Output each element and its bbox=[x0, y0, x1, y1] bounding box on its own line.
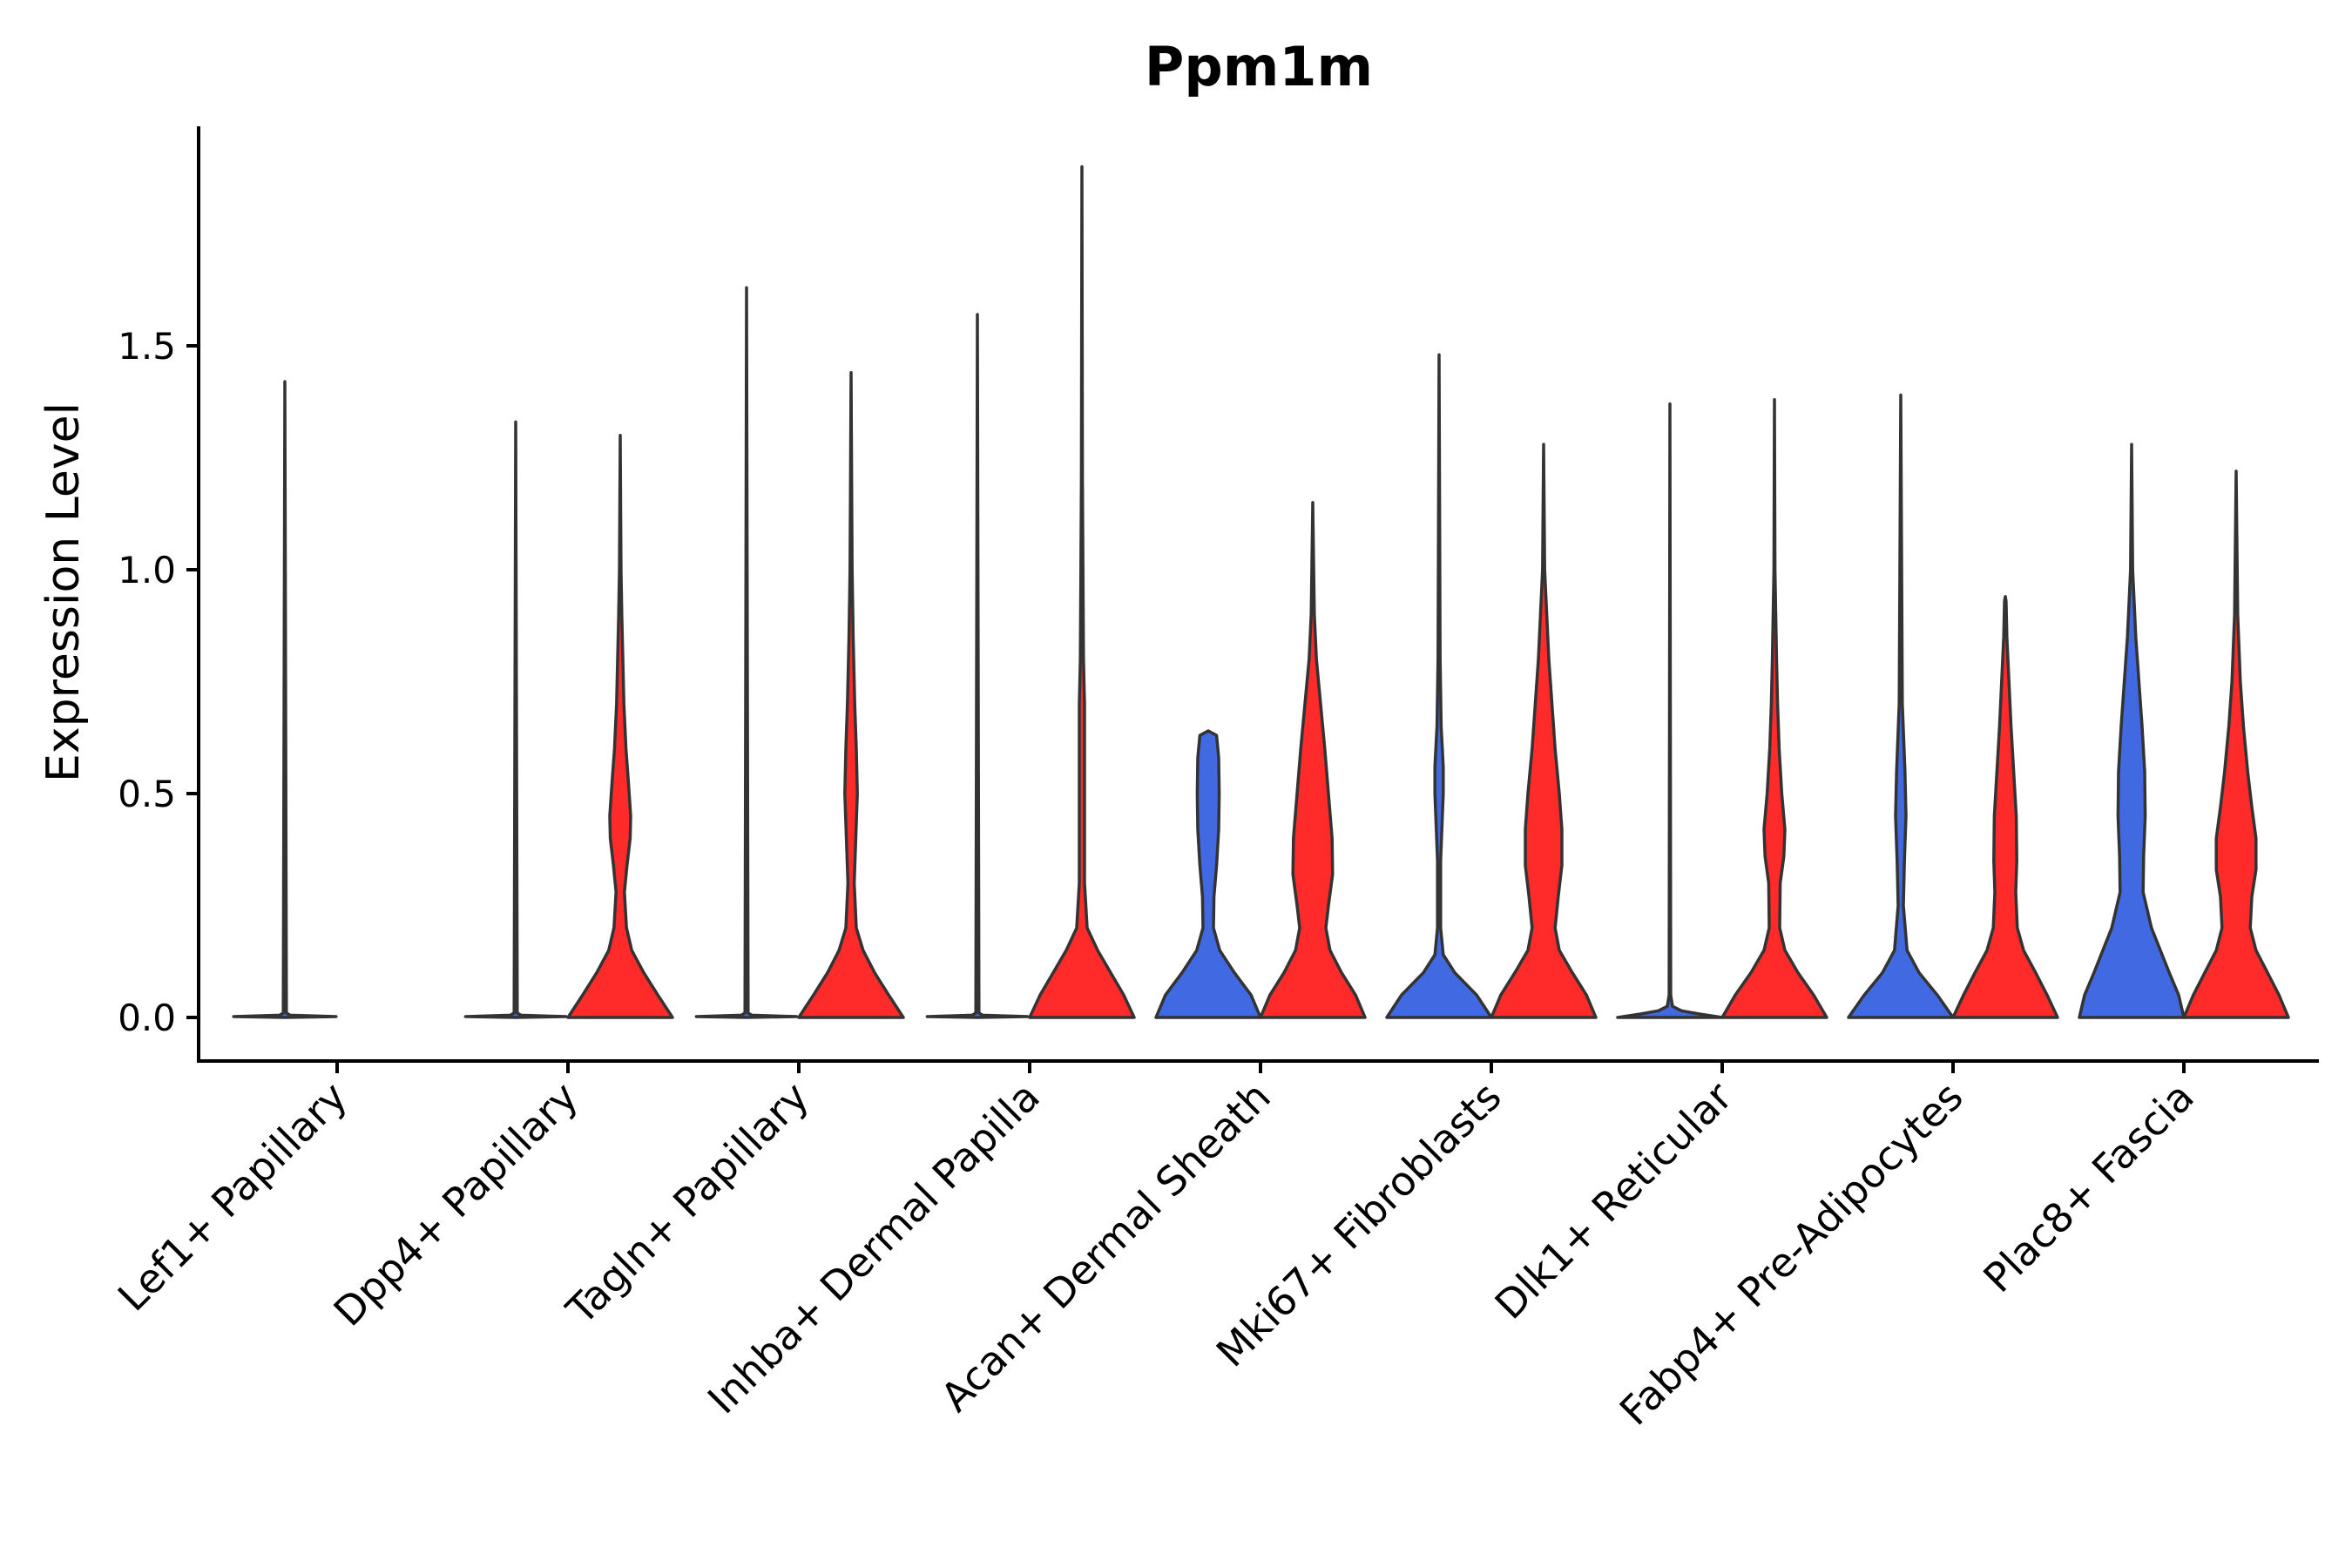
violin-red-7 bbox=[1951, 595, 2059, 1019]
violin-red-4 bbox=[1259, 501, 1367, 1019]
violin-blue-0 bbox=[232, 380, 338, 1019]
violin-red-3 bbox=[1028, 165, 1136, 1019]
y-ticks: 0.0 0.5 1.0 1.5 bbox=[118, 325, 199, 1039]
y-tick-label: 0.5 bbox=[118, 773, 176, 815]
x-tick-label: Plac8+ Fascia bbox=[1974, 1073, 2202, 1301]
chart-title: Ppm1m bbox=[1145, 35, 1373, 98]
violin-blue-8 bbox=[2078, 443, 2186, 1019]
violin-red-1 bbox=[566, 434, 674, 1019]
violin-layer bbox=[232, 165, 2290, 1019]
y-tick-label: 1.0 bbox=[118, 549, 176, 591]
violin-red-8 bbox=[2182, 470, 2290, 1019]
x-tick-label: Tagln+ Papillary bbox=[557, 1073, 818, 1335]
violin-blue-3 bbox=[925, 313, 1030, 1019]
violin-blue-1 bbox=[463, 420, 568, 1019]
violin-blue-4 bbox=[1154, 729, 1262, 1019]
y-tick-label: 0.0 bbox=[118, 997, 176, 1039]
violin-red-5 bbox=[1490, 443, 1598, 1019]
y-axis-label: Expression Level bbox=[37, 402, 90, 782]
violin-blue-7 bbox=[1847, 393, 1955, 1019]
violin-red-2 bbox=[797, 371, 905, 1019]
violin-blue-6 bbox=[1616, 402, 1724, 1019]
violin-blue-5 bbox=[1385, 353, 1493, 1019]
x-tick-label: Lef1+ Papillary bbox=[109, 1073, 356, 1321]
y-tick-label: 1.5 bbox=[118, 325, 176, 368]
violin-red-6 bbox=[1720, 397, 1828, 1019]
x-tick-label: Dpp4+ Papillary bbox=[325, 1073, 587, 1335]
violin-blue-2 bbox=[694, 286, 799, 1019]
x-tick-label: Dlk1+ Reticular bbox=[1486, 1073, 1741, 1328]
